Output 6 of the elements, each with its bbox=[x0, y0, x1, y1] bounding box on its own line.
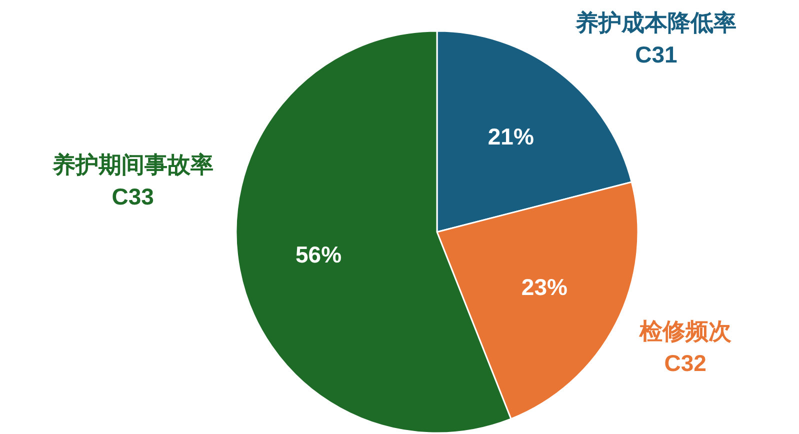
slice-label: 养护期间事故率 C33 bbox=[51, 152, 214, 210]
slice-label: 检修频次 C32 bbox=[638, 318, 732, 376]
data-label: 56% bbox=[296, 242, 342, 268]
data-label: 23% bbox=[521, 274, 568, 300]
slice-label: 养护成本降低率 C31 bbox=[574, 10, 737, 68]
data-label: 21% bbox=[488, 124, 534, 150]
